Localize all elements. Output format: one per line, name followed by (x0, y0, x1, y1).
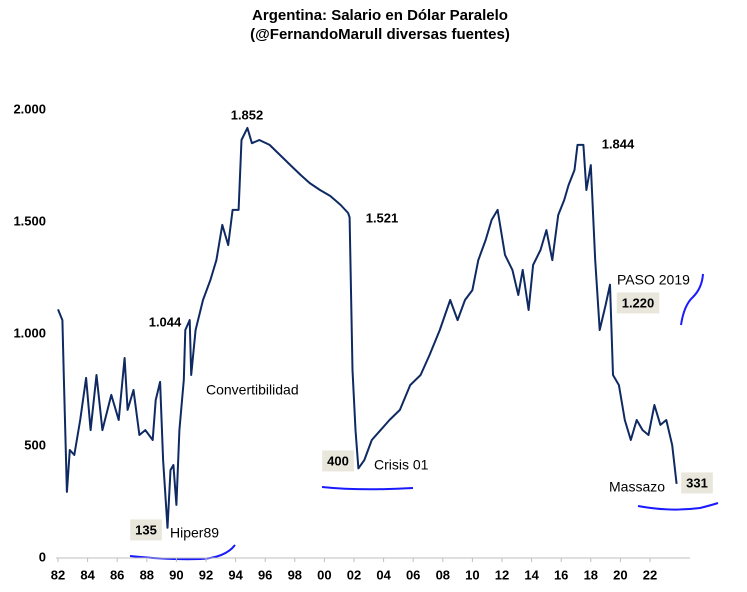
annotation: 1.220 (622, 295, 655, 310)
x-tick-label: 06 (406, 567, 420, 582)
x-tick-label: 88 (140, 567, 154, 582)
x-tick-label: 20 (613, 567, 627, 582)
hand-drawn-marks (129, 273, 719, 561)
x-tick-label: 98 (288, 567, 302, 582)
chart-title: Argentina: Salario en Dólar Paralelo (252, 7, 508, 24)
underline-massazo (637, 502, 719, 511)
x-tick-label: 94 (228, 567, 243, 582)
annotation: 1.852 (231, 107, 264, 122)
x-tick-label: 10 (465, 567, 479, 582)
underline-hiper (129, 544, 236, 561)
x-tick-label: 18 (584, 567, 598, 582)
x-tick-label: 90 (169, 567, 183, 582)
annotation: 1.044 (149, 314, 182, 329)
x-tick-label: 04 (376, 567, 391, 582)
annotation: Massazo (609, 479, 665, 495)
x-tick-label: 86 (110, 567, 124, 582)
annotation: 400 (327, 453, 349, 468)
x-tick-label: 02 (347, 567, 361, 582)
x-tick-label: 22 (643, 567, 657, 582)
annotation: Crisis 01 (374, 457, 429, 473)
x-tick-label: 92 (199, 567, 213, 582)
y-tick-label: 1.500 (13, 213, 46, 228)
stroke-paso (680, 273, 704, 326)
annotation-box (130, 519, 162, 541)
annotation: Convertibilidad (206, 382, 299, 398)
y-tick-label: 1.000 (13, 325, 46, 340)
x-tick-label: 84 (80, 567, 95, 582)
x-tick-label: 16 (554, 567, 568, 582)
underline-crisis (321, 486, 414, 491)
chart-subtitle: (@FernandoMarull diversas fuentes) (250, 26, 510, 43)
y-tick-label: 500 (24, 437, 46, 452)
annotation: 331 (686, 475, 708, 490)
annotation: 1.521 (366, 210, 399, 225)
data-line (57, 126, 678, 529)
annotation: PASO 2019 (617, 272, 690, 288)
x-tick-label: 00 (317, 567, 331, 582)
annotation-box (681, 472, 713, 494)
x-tick-label: 96 (258, 567, 272, 582)
x-tick-label: 14 (524, 567, 539, 582)
annotation: 1.844 (602, 136, 635, 151)
y-tick-label: 0 (39, 549, 46, 564)
annotation: Hiper89 (170, 525, 219, 541)
annotation-box (322, 450, 354, 472)
x-tick-label: 08 (436, 567, 450, 582)
y-tick-label: 2.000 (13, 101, 46, 116)
x-tick-label: 12 (495, 567, 509, 582)
x-tick-label: 82 (51, 567, 65, 582)
annotation-box (616, 292, 660, 314)
annotation: 135 (135, 522, 157, 537)
